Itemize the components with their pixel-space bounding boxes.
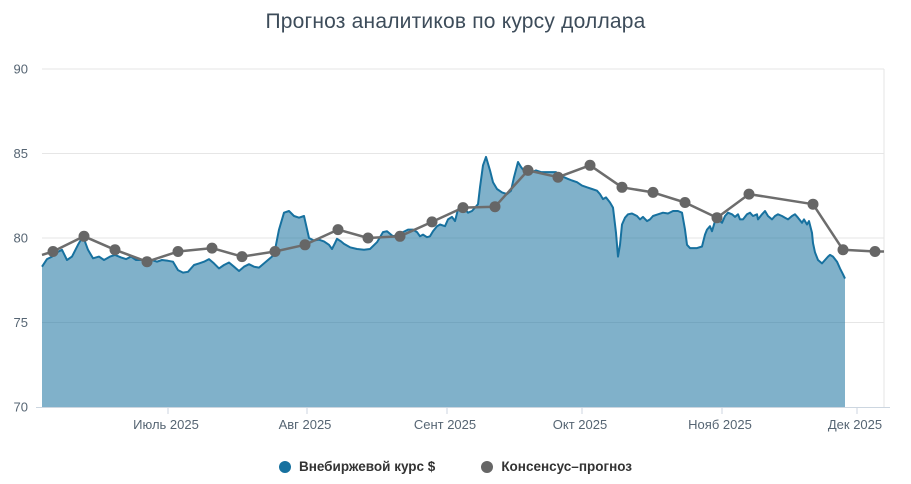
consensus-marker[interactable]	[109, 244, 121, 256]
consensus-marker[interactable]	[362, 232, 374, 244]
consensus-marker[interactable]	[584, 159, 596, 171]
consensus-marker[interactable]	[236, 251, 248, 263]
consensus-marker[interactable]	[679, 197, 691, 208]
y-axis-label: 70	[14, 400, 28, 415]
consensus-marker[interactable]	[206, 242, 218, 254]
consensus-line[interactable]	[41, 164, 884, 263]
y-axis-label: 85	[14, 146, 28, 161]
y-axis-label: 80	[14, 231, 28, 246]
consensus-marker[interactable]	[616, 181, 628, 193]
legend: Внебиржевой курс $ Консенсус–прогноз	[0, 459, 911, 474]
x-axis-label: Окт 2025	[553, 417, 607, 432]
consensus-marker[interactable]	[269, 246, 281, 257]
consensus-marker[interactable]	[711, 212, 723, 224]
otc-rate-series-dot	[278, 460, 291, 473]
chart-title: Прогноз аналитиков по курсу доллара	[265, 10, 646, 33]
consensus-marker[interactable]	[743, 188, 755, 200]
otc-rate-line[interactable]	[41, 155, 846, 280]
x-axis-label: Июль 2025	[133, 417, 199, 432]
consensus-marker[interactable]	[394, 230, 406, 242]
consensus-marker[interactable]	[299, 239, 311, 251]
consensus-marker[interactable]	[647, 186, 659, 198]
consensus-marker[interactable]	[837, 244, 849, 256]
x-axis-label: Авг 2025	[279, 417, 332, 432]
consensus-series-dot	[481, 460, 494, 473]
otc-rate-area[interactable]	[42, 156, 845, 407]
legend-item-consensus[interactable]: Консенсус–прогноз	[481, 459, 632, 474]
legend-item-otc-rate[interactable]: Внебиржевой курс $	[278, 459, 436, 474]
consensus-marker[interactable]	[522, 164, 534, 176]
consensus-marker[interactable]	[869, 246, 881, 257]
consensus-marker[interactable]	[141, 256, 153, 268]
x-axis-label: Дек 2025	[828, 417, 882, 432]
consensus-marker[interactable]	[172, 246, 184, 257]
consensus-marker[interactable]	[807, 198, 819, 210]
y-axis-label: 90	[14, 62, 28, 77]
x-axis-label: Нояб 2025	[688, 417, 752, 432]
consensus-marker[interactable]	[332, 224, 344, 236]
consensus-marker[interactable]	[457, 202, 469, 214]
consensus-marker[interactable]	[47, 246, 59, 257]
consensus-marker[interactable]	[552, 171, 564, 183]
consensus-marker[interactable]	[489, 201, 501, 213]
consensus-series-label: Консенсус–прогноз	[501, 459, 633, 474]
otc-rate-series-label: Внебиржевой курс $	[298, 459, 436, 474]
consensus-marker[interactable]	[78, 230, 90, 242]
x-axis-label: Сент 2025	[414, 417, 476, 432]
y-axis-label: 75	[14, 315, 28, 330]
consensus-marker[interactable]	[426, 216, 438, 228]
